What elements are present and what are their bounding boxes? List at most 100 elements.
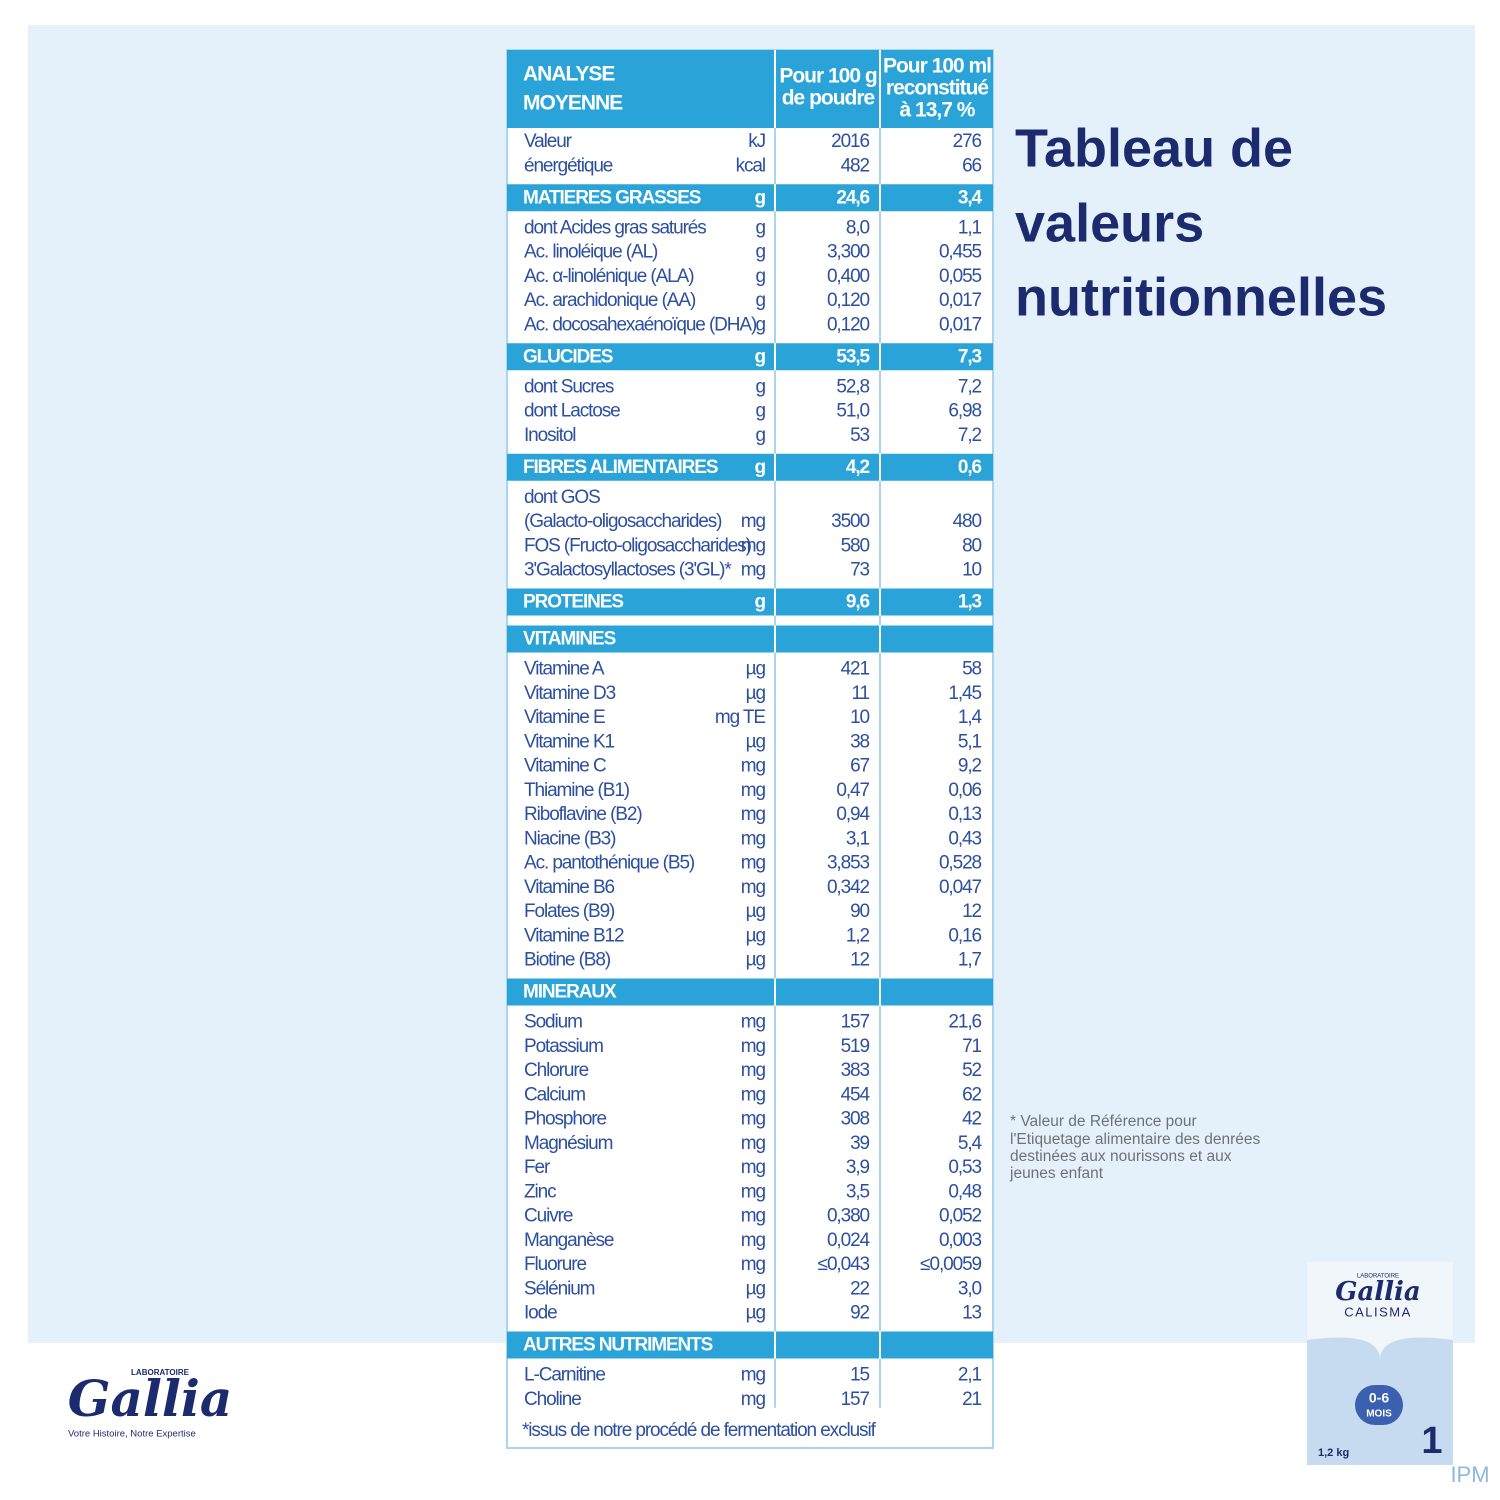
header-cell: de poudre xyxy=(782,87,875,110)
section-name: AUTRES NUTRIMENTS xyxy=(523,1335,713,1356)
row-value-100g: 0,47 xyxy=(836,780,869,801)
row-unit: mg xyxy=(741,804,766,825)
row-value-100ml: ≤0,0059 xyxy=(920,1254,981,1275)
section-value-100g: 24,6 xyxy=(836,187,869,208)
title-line: nutritionnelles xyxy=(1015,267,1387,327)
header-band xyxy=(507,50,993,128)
row-value-100g: 51,0 xyxy=(836,401,869,422)
row-unit: µg xyxy=(746,659,766,680)
product-brand: Gallia xyxy=(1335,1277,1421,1307)
row-unit: mg xyxy=(741,1365,766,1386)
row-value-100g: 67 xyxy=(850,756,869,777)
title-line: valeurs xyxy=(1015,193,1204,253)
row-unit: g xyxy=(756,401,766,422)
section-band xyxy=(507,1331,993,1359)
brand-label: LABORATOIRE xyxy=(131,1368,190,1377)
section-value-100ml: 1,3 xyxy=(958,592,982,613)
row-value-100g: 38 xyxy=(850,731,869,752)
row-value-100g: 3,853 xyxy=(827,853,870,874)
header-cell: Pour 100 ml xyxy=(883,55,991,78)
row-value-100ml: 13 xyxy=(962,1303,981,1324)
section-name: MATIERES GRASSES xyxy=(523,187,701,208)
row-unit: g xyxy=(756,425,766,446)
row-value-100g: 52,8 xyxy=(836,376,869,397)
row-unit: mg xyxy=(741,1181,766,1202)
row-label: L-Carnitine xyxy=(524,1365,605,1386)
row-label: Sélénium xyxy=(524,1278,595,1299)
row-value-100g: 12 xyxy=(850,950,869,971)
section-value-100ml: 0,6 xyxy=(958,457,982,478)
row-label: dont Acides gras saturés xyxy=(524,217,706,238)
row-value-100g: 482 xyxy=(841,155,870,176)
section-band xyxy=(507,453,993,481)
row-value-100g: 3,5 xyxy=(846,1181,870,1202)
row-unit: g xyxy=(756,266,766,287)
row-label: Potassium xyxy=(524,1036,603,1057)
row-value-100ml: 71 xyxy=(962,1036,981,1057)
row-unit: mg xyxy=(741,780,766,801)
row-value-100g: 454 xyxy=(841,1084,871,1105)
section-unit: g xyxy=(754,457,765,478)
row-value-100g: 0,400 xyxy=(827,266,870,287)
row-value-100g: 73 xyxy=(850,560,869,581)
row-unit: µg xyxy=(746,731,766,752)
row-value-100ml: 62 xyxy=(962,1084,981,1105)
row-label: Thiamine (B1) xyxy=(524,780,630,801)
row-value-100ml: 0,017 xyxy=(939,290,982,311)
row-unit: mg xyxy=(741,1157,766,1178)
row-value-100ml: 480 xyxy=(953,511,982,532)
row-label: Niacine (B3) xyxy=(524,828,616,849)
box-top xyxy=(1307,1262,1453,1360)
row-value-100g: 90 xyxy=(850,901,869,922)
row-unit: mg xyxy=(741,1230,766,1251)
row-value-100g: 10 xyxy=(850,707,869,728)
row-unit: mg xyxy=(741,853,766,874)
row-value-100g: 92 xyxy=(850,1303,869,1324)
row-value-100ml: 0,48 xyxy=(948,1181,981,1202)
section-value-100g: 4,2 xyxy=(846,457,870,478)
row-value-100ml: 9,2 xyxy=(958,756,982,777)
product-name: CALISMA xyxy=(1344,1304,1412,1319)
row-value-100ml: 21,6 xyxy=(948,1012,981,1033)
age-badge xyxy=(1355,1385,1403,1425)
header-cell: Pour 100 g xyxy=(779,65,877,88)
row-value-100ml: 21 xyxy=(962,1389,981,1410)
row-value-100ml: 7,2 xyxy=(958,425,982,446)
section-unit: g xyxy=(754,592,765,613)
row-label: Vitamine C xyxy=(524,756,606,777)
row-value-100ml: 0,047 xyxy=(939,877,982,898)
watermark: IPM xyxy=(1450,1462,1489,1487)
row-value-100g: 3,300 xyxy=(827,242,870,263)
row-label: dont Sucres xyxy=(524,376,614,397)
row-unit: mg xyxy=(741,1389,766,1410)
section-unit: g xyxy=(754,346,765,367)
row-unit: mg xyxy=(741,1036,766,1057)
row-label: Ac. arachidonique (AA) xyxy=(524,290,696,311)
row-label: Folates (B9) xyxy=(524,901,615,922)
row-value-100ml: 0,055 xyxy=(939,266,982,287)
section-band xyxy=(507,184,993,212)
nutrition-table: ANALYSE MOYENNE Pour 100 gde poudre Pour 10… xyxy=(506,49,994,1449)
row-unit: mg xyxy=(741,1109,766,1130)
row-unit: µg xyxy=(746,1278,766,1299)
row-value-100ml: 1,7 xyxy=(958,950,982,971)
row-label: Iode xyxy=(524,1303,557,1324)
row-unit: g xyxy=(756,290,766,311)
row-value-100ml: 1,4 xyxy=(958,707,983,728)
product-weight: 1,2 kg xyxy=(1318,1447,1349,1459)
row-value-100g: 308 xyxy=(841,1109,870,1130)
header-cell: à 13,7 % xyxy=(900,99,976,122)
row-value-100ml: 66 xyxy=(962,155,981,176)
section-band xyxy=(507,343,993,371)
row-value-100g: 2016 xyxy=(831,131,869,152)
row-value-100g: 157 xyxy=(841,1389,870,1410)
row-value-100ml: 0,455 xyxy=(939,242,982,263)
row-label: Choline xyxy=(524,1389,581,1410)
reference-note: * Valeur de Référence pour xyxy=(1010,1113,1197,1130)
row-value-100g: 39 xyxy=(850,1133,869,1154)
row-value-100ml: 1,1 xyxy=(958,217,982,238)
row-value-100g: 53 xyxy=(850,425,869,446)
section-band xyxy=(507,625,993,653)
row-value-100g: 15 xyxy=(850,1365,869,1386)
row-value-100g: 0,024 xyxy=(827,1230,871,1251)
